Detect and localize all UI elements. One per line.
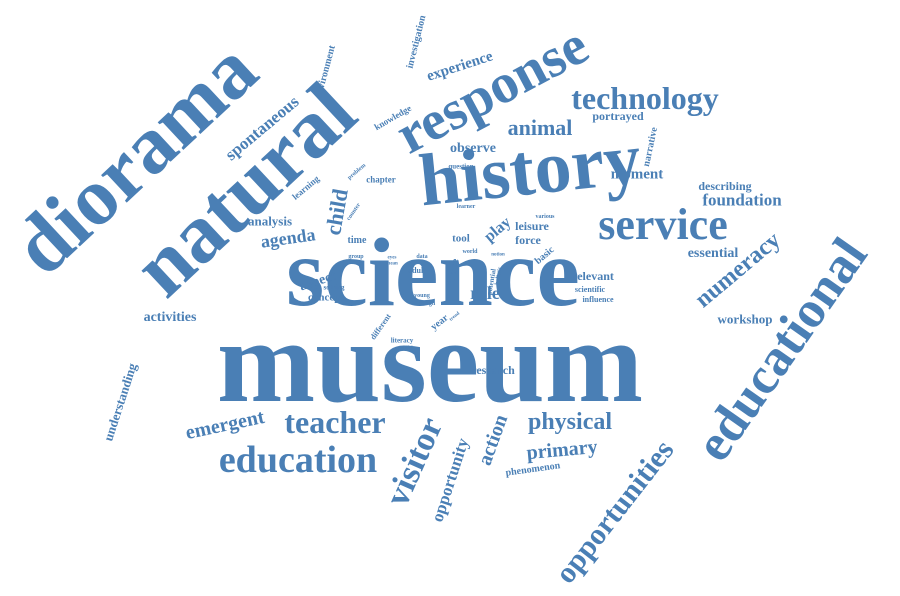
word-scientific: scientific: [574, 285, 606, 294]
word-teacher: teacher: [284, 404, 386, 440]
word-understanding: understanding: [100, 361, 140, 443]
word-problem: problem: [346, 162, 368, 182]
word-design: design: [418, 301, 436, 307]
word-educational: educational: [684, 228, 879, 472]
word-portrayed: portrayed: [592, 109, 644, 123]
word-eyes: eyes: [387, 255, 397, 261]
word-question: question: [448, 162, 474, 171]
word-concept: concept: [307, 291, 345, 304]
word-time: time: [347, 235, 367, 246]
word-force: force: [515, 233, 541, 247]
word-solving: solving: [323, 283, 345, 292]
word-data: data: [416, 254, 428, 260]
word-role: role: [470, 283, 500, 303]
word-moment: moment: [610, 166, 664, 183]
word-observe: observe: [450, 141, 496, 156]
word-exhibit: exhibit: [397, 346, 415, 352]
word-research: research: [471, 363, 515, 377]
word-learner: learner: [456, 204, 476, 210]
word-leisure: leisure: [515, 219, 549, 233]
word-animal: animal: [507, 115, 573, 140]
word-chapter: chapter: [366, 174, 396, 185]
word-activities: activities: [143, 310, 197, 325]
word-mean: mean: [386, 261, 398, 267]
word-investigation: investigation: [404, 14, 429, 70]
word-museum: museum: [216, 296, 644, 427]
word-describing: describing: [698, 179, 752, 193]
word-various: various: [535, 214, 555, 220]
word-tool: tool: [452, 232, 470, 245]
word-essential: essential: [687, 246, 739, 261]
word-narrative: narrative: [640, 126, 661, 168]
word-physical: physical: [527, 409, 613, 435]
word-primary: primary: [525, 435, 599, 465]
word-service: service: [598, 200, 728, 249]
word-notion: notion: [491, 252, 505, 258]
word-relevant: relevant: [572, 269, 614, 283]
word-science: science: [286, 219, 580, 327]
word-technology: technology: [571, 80, 719, 116]
word-young: young: [414, 293, 430, 299]
word-adult: adult: [408, 266, 426, 275]
word-education: education: [218, 439, 378, 481]
word-group: group: [348, 254, 364, 260]
word-phenomenon: phenomenon: [504, 460, 561, 479]
word-influence: influence: [582, 295, 614, 304]
word-workshop: workshop: [717, 311, 773, 327]
word-literacy: literacy: [390, 336, 414, 345]
word-analysis: analysis: [247, 213, 293, 229]
word-world: world: [462, 249, 478, 255]
word-foundation: foundation: [702, 190, 782, 210]
